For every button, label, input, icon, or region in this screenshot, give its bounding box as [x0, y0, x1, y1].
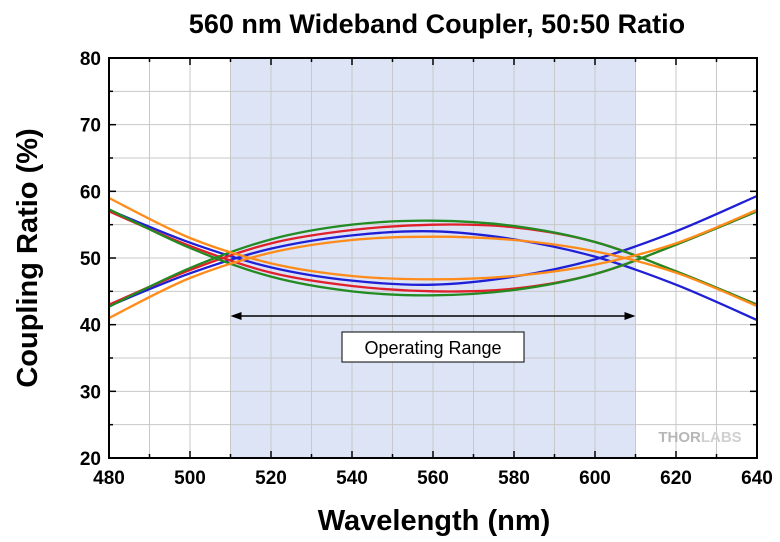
x-tick-label: 480	[93, 468, 125, 489]
y-tick-label: 40	[80, 316, 101, 337]
y-tick-label: 20	[80, 449, 101, 470]
series-line-8	[108, 235, 758, 320]
x-tick-label: 540	[336, 468, 368, 489]
y-axis-label: Coupling Ratio (%)	[12, 128, 44, 387]
y-tick-label: 80	[80, 49, 101, 70]
grid	[109, 58, 757, 458]
series-line-2	[108, 230, 758, 322]
x-tick-label: 520	[255, 468, 287, 489]
operating-range-label-box	[341, 331, 525, 363]
x-tick-label: 600	[579, 468, 611, 489]
axis-ticks: 480 500 520 540 560 580 600 620 640 20 30 40 50 60 70 8…	[80, 49, 773, 489]
y-tick-label: 30	[80, 382, 101, 403]
series-line-6	[108, 219, 758, 308]
y-tick-label: 60	[80, 182, 101, 203]
x-tick-label: 620	[660, 468, 692, 489]
series-line-1	[108, 194, 758, 286]
x-tick-label: 560	[417, 468, 449, 489]
y-tick-label: 50	[80, 249, 101, 270]
series-lines	[108, 194, 758, 322]
arrow-head-right	[624, 312, 636, 320]
operating-range-label: Operating Range	[364, 338, 501, 358]
x-tick-label: 640	[741, 468, 773, 489]
x-tick-label: 580	[498, 468, 530, 489]
x-tick-label: 500	[174, 468, 206, 489]
y-tick-label: 70	[80, 116, 101, 137]
arrow-head-left	[230, 312, 242, 320]
x-axis-label: Wavelength (nm)	[318, 505, 551, 537]
chart-title: 560 nm Wideband Coupler, 50:50 Ratio	[189, 9, 685, 39]
operating-range-annotation: Operating Range	[230, 312, 636, 363]
thorlabs-watermark: THORLABS	[658, 429, 741, 446]
series-line-7	[108, 196, 758, 281]
